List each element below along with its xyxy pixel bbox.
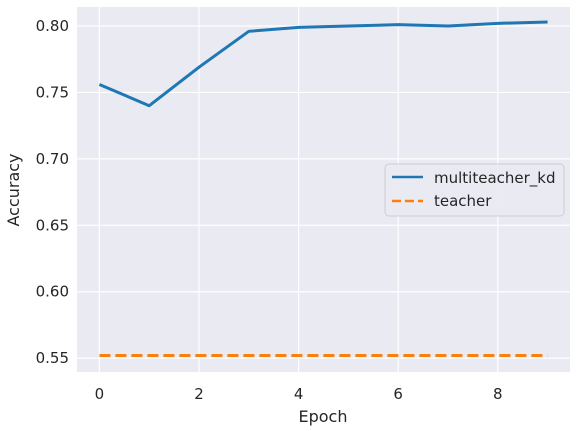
x-tick-label: 6 [393, 385, 403, 403]
x-tick-label: 2 [194, 385, 204, 403]
legend-label-multiteacher-kd: multiteacher_kd [434, 169, 556, 188]
y-tick-label: 0.55 [36, 349, 69, 367]
series-lines [98, 20, 548, 358]
y-tick-label: 0.75 [36, 83, 69, 101]
legend-label-teacher: teacher [434, 192, 492, 210]
legend-box [384, 163, 565, 217]
series-line-multiteacher-kd [98, 20, 548, 108]
y-axis-label: Accuracy [4, 153, 23, 226]
y-tick-label: 0.65 [36, 216, 69, 234]
x-tick-label: 4 [294, 385, 304, 403]
legend: multiteacher_kd teacher [384, 163, 565, 217]
x-axis-label: Epoch [299, 407, 348, 426]
y-tick-label: 0.70 [36, 150, 69, 168]
x-tick-label: 0 [95, 385, 105, 403]
y-tick-label: 0.80 [36, 17, 69, 35]
y-tick-label: 0.60 [36, 283, 69, 301]
tick-labels: 0.55 0.60 0.65 0.70 0.75 0.80 0 2 4 6 8 [36, 17, 503, 403]
x-tick-label: 8 [493, 385, 503, 403]
